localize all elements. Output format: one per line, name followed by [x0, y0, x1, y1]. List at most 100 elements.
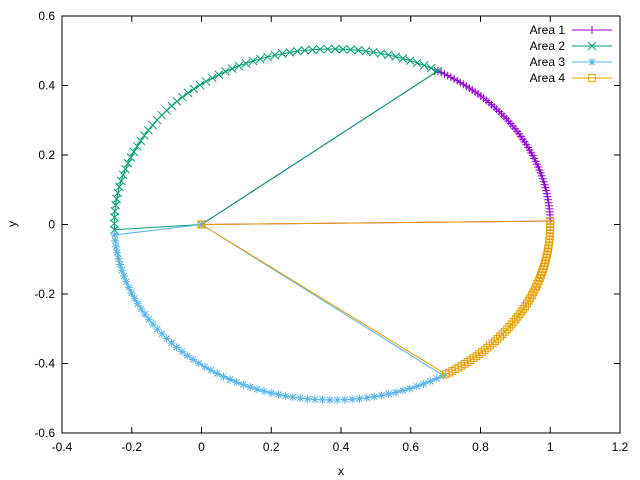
data-point — [129, 147, 139, 157]
data-point — [144, 125, 153, 135]
data-point — [136, 136, 146, 146]
data-point — [115, 182, 124, 192]
data-point — [177, 347, 186, 356]
data-point — [270, 50, 280, 60]
data-point — [172, 343, 181, 352]
data-point — [588, 58, 596, 66]
data-point — [509, 317, 518, 326]
data-point — [500, 327, 509, 336]
data-point — [263, 52, 272, 62]
data-point — [529, 288, 538, 297]
data-point — [391, 52, 401, 61]
data-point — [353, 45, 363, 55]
data-point — [443, 71, 452, 80]
data-point — [469, 354, 478, 363]
data-point — [114, 254, 123, 263]
series-layer — [109, 44, 555, 404]
data-point — [189, 355, 198, 364]
x-tick-label: -0.2 — [121, 440, 142, 454]
data-point — [511, 315, 520, 324]
data-point — [239, 380, 248, 389]
y-tick-label: -0.2 — [34, 287, 55, 301]
data-point — [109, 219, 119, 228]
data-point — [144, 315, 153, 324]
data-point — [292, 46, 302, 56]
legend-label: Area 2 — [530, 39, 566, 53]
data-point — [346, 45, 356, 54]
data-point — [486, 341, 494, 350]
data-point — [285, 48, 295, 57]
data-point — [432, 374, 441, 383]
data-point — [225, 375, 234, 384]
data-point — [255, 54, 265, 64]
data-point — [113, 188, 123, 198]
data-point — [348, 395, 357, 404]
x-tick-label: 1 — [547, 440, 554, 454]
legend-label: Area 3 — [530, 55, 566, 69]
data-point — [446, 73, 455, 82]
x-tick-label: 0.8 — [472, 440, 489, 454]
x-tick-label: 0.6 — [402, 440, 419, 454]
data-point — [437, 68, 446, 77]
series-1 — [197, 66, 555, 229]
data-point — [588, 26, 596, 34]
data-point — [405, 384, 414, 393]
data-point — [201, 77, 211, 86]
data-point — [132, 141, 142, 151]
data-point — [426, 63, 436, 73]
data-point — [274, 390, 283, 399]
data-point — [533, 279, 542, 288]
data-point — [587, 41, 597, 51]
data-point — [206, 366, 215, 375]
data-point — [376, 49, 386, 58]
data-point — [296, 394, 305, 403]
data-point — [116, 260, 125, 269]
data-point — [370, 392, 379, 401]
data-point — [116, 176, 126, 186]
data-point — [172, 97, 182, 106]
y-tick-label: -0.4 — [34, 357, 55, 371]
series-line — [114, 224, 445, 401]
data-point — [117, 266, 126, 275]
series-line — [113, 48, 439, 231]
data-point — [213, 369, 222, 378]
data-point — [398, 54, 408, 63]
data-point — [197, 220, 206, 229]
data-point — [331, 44, 340, 54]
data-point — [300, 46, 310, 55]
data-point — [208, 73, 217, 83]
data-point — [362, 393, 371, 402]
series-2 — [109, 44, 443, 235]
data-point — [391, 388, 400, 397]
y-tick-label: 0 — [48, 218, 55, 232]
data-point — [530, 285, 539, 294]
legend-label: Area 4 — [530, 71, 566, 85]
data-point — [219, 372, 228, 381]
data-point — [140, 310, 149, 319]
legend-label: Area 1 — [530, 23, 566, 37]
data-point — [234, 61, 244, 71]
data-point — [426, 377, 435, 386]
data-point — [162, 334, 171, 343]
data-point — [200, 362, 209, 371]
data-point — [355, 394, 364, 403]
data-point — [493, 334, 502, 343]
data-point — [338, 44, 348, 54]
data-point — [288, 393, 297, 402]
y-tick-label: 0.2 — [38, 148, 55, 162]
data-point — [488, 339, 497, 348]
data-point — [194, 359, 203, 368]
data-point — [369, 47, 378, 57]
data-point — [157, 329, 166, 338]
data-point — [178, 92, 187, 102]
data-point — [232, 378, 241, 387]
data-point — [281, 391, 290, 400]
series-3 — [110, 220, 448, 404]
data-point — [383, 50, 393, 60]
data-point — [214, 70, 224, 80]
data-point — [340, 395, 349, 404]
x-tick-label: -0.4 — [52, 440, 73, 454]
data-point — [318, 395, 327, 404]
data-point — [227, 64, 237, 73]
x-tick-label: 1.2 — [612, 440, 629, 454]
